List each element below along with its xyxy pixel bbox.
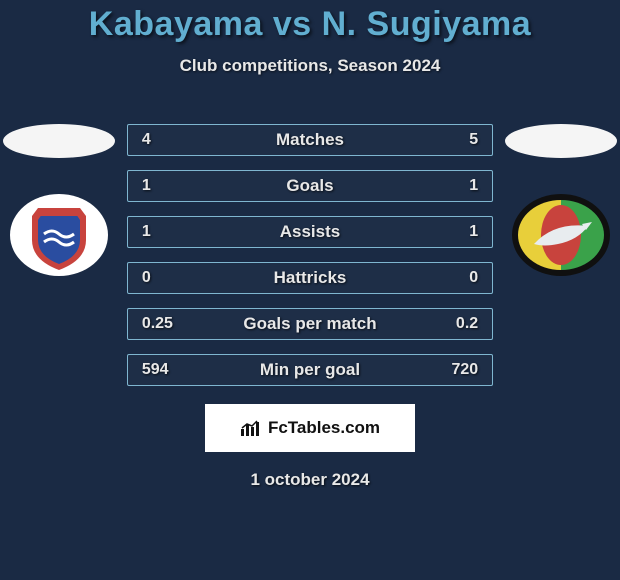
fctables-link[interactable]: FcTables.com (205, 404, 415, 452)
stat-label: Goals (128, 176, 492, 196)
stat-left-value: 4 (142, 131, 151, 149)
stat-label: Hattricks (128, 268, 492, 288)
stat-right-value: 1 (469, 177, 478, 195)
stat-left-value: 0 (142, 269, 151, 287)
chart-icon (240, 419, 262, 437)
stat-row: 594 Min per goal 720 (127, 354, 493, 386)
subtitle: Club competitions, Season 2024 (0, 56, 620, 76)
left-flag (3, 124, 115, 158)
stats-table: 4 Matches 5 1 Goals 1 1 Assists 1 0 Hatt… (127, 124, 493, 386)
right-flag (505, 124, 617, 158)
stat-label: Min per goal (128, 360, 492, 380)
stat-row: 4 Matches 5 (127, 124, 493, 156)
stat-label: Matches (128, 130, 492, 150)
logo-text: FcTables.com (268, 418, 380, 438)
comparison-row: 4 Matches 5 1 Goals 1 1 Assists 1 0 Hatt… (0, 124, 620, 386)
stat-row: 1 Goals 1 (127, 170, 493, 202)
stat-right-value: 0 (469, 269, 478, 287)
right-crest (512, 194, 610, 276)
stat-label: Goals per match (128, 314, 492, 334)
stat-left-value: 1 (142, 223, 151, 241)
left-crest (10, 194, 108, 276)
stat-right-value: 5 (469, 131, 478, 149)
right-player-col (501, 124, 620, 276)
stat-right-value: 1 (469, 223, 478, 241)
stat-left-value: 594 (142, 361, 169, 379)
stat-label: Assists (128, 222, 492, 242)
page-title: Kabayama vs N. Sugiyama (0, 5, 620, 44)
stat-row: 0 Hattricks 0 (127, 262, 493, 294)
stat-row: 0.25 Goals per match 0.2 (127, 308, 493, 340)
stat-row: 1 Assists 1 (127, 216, 493, 248)
left-player-col (0, 124, 119, 276)
stat-right-value: 720 (451, 361, 478, 379)
stat-left-value: 1 (142, 177, 151, 195)
stat-right-value: 0.2 (456, 315, 478, 333)
stat-left-value: 0.25 (142, 315, 173, 333)
date-text: 1 october 2024 (0, 470, 620, 490)
